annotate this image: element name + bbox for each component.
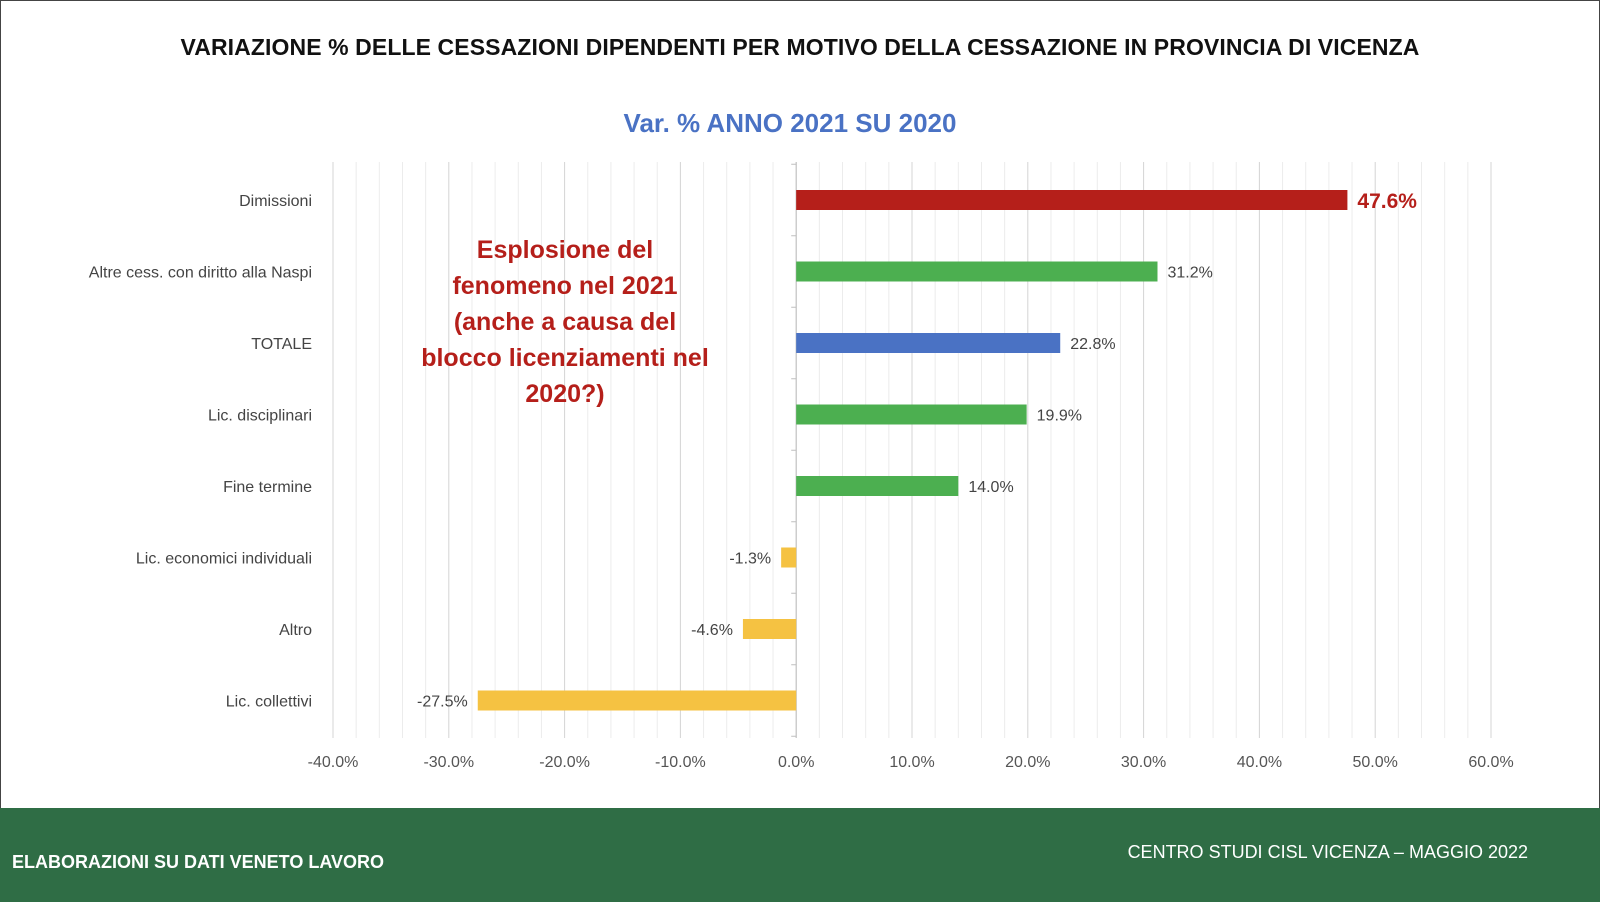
category-label: Lic. economici individuali [136, 551, 312, 568]
bar [796, 190, 1348, 210]
x-tick-label: 50.0% [1353, 754, 1398, 771]
data-label: 22.8% [1070, 336, 1115, 353]
data-label: -4.6% [691, 622, 733, 639]
x-tick-label: 30.0% [1121, 754, 1166, 771]
data-label: 31.2% [1167, 265, 1212, 282]
bar [477, 690, 797, 711]
x-tick-label: 20.0% [1005, 754, 1050, 771]
data-label: 14.0% [968, 479, 1013, 496]
category-label: TOTALE [251, 336, 312, 353]
chart-title: Var. % ANNO 2021 SU 2020 [623, 108, 957, 138]
data-label: 19.9% [1037, 408, 1082, 425]
annotation-line: (anche a causa del [453, 308, 677, 336]
data-label: -27.5% [417, 694, 468, 711]
category-label: Lic. collettivi [226, 694, 312, 711]
x-tick-label: 0.0% [778, 754, 814, 771]
x-tick-label: 40.0% [1237, 754, 1282, 771]
page-title: VARIAZIONE % DELLE CESSAZIONI DIPENDENTI… [180, 34, 1420, 60]
bar [781, 547, 797, 568]
x-tick-label: -10.0% [655, 754, 706, 771]
footer-credit: CENTRO STUDI CISL VICENZA – MAGGIO 2022 [1127, 842, 1528, 862]
category-label: Lic. disciplinari [208, 408, 312, 425]
chart-annotation: Esplosione del fenomeno nel 2021 (anche … [395, 232, 735, 412]
data-label: -1.3% [729, 551, 771, 568]
footer-source: ELABORAZIONI SU DATI VENETO LAVORO [12, 852, 385, 872]
x-tick-label: -20.0% [539, 754, 590, 771]
x-tick-label: 10.0% [889, 754, 934, 771]
category-label: Fine termine [223, 479, 312, 496]
annotation-line: 2020?) [525, 380, 605, 408]
bar [742, 619, 797, 639]
category-label: Altre cess. con diritto alla Naspi [89, 265, 312, 282]
x-tick-label: -40.0% [308, 754, 359, 771]
bar-chart: -40.0% -30.0% -20.0% -10.0% 0.0% 10.0% 20.0% 30… [89, 162, 1514, 771]
x-tick-label: 60.0% [1468, 754, 1513, 771]
bar [796, 261, 1158, 282]
x-tick-label: -30.0% [423, 754, 474, 771]
footer-bar: ELABORAZIONI SU DATI VENETO LAVORO CENTR… [0, 808, 1600, 902]
annotation-line: fenomeno nel 2021 [452, 272, 678, 300]
bar [796, 404, 1027, 425]
bar [796, 333, 1061, 353]
category-label: Dimissioni [239, 193, 312, 210]
bar [796, 476, 959, 496]
annotation-line: blocco licenziamenti nel [421, 344, 709, 372]
data-label: 47.6% [1357, 190, 1417, 213]
annotation-line: Esplosione del [476, 236, 654, 264]
category-label: Altro [279, 622, 312, 639]
